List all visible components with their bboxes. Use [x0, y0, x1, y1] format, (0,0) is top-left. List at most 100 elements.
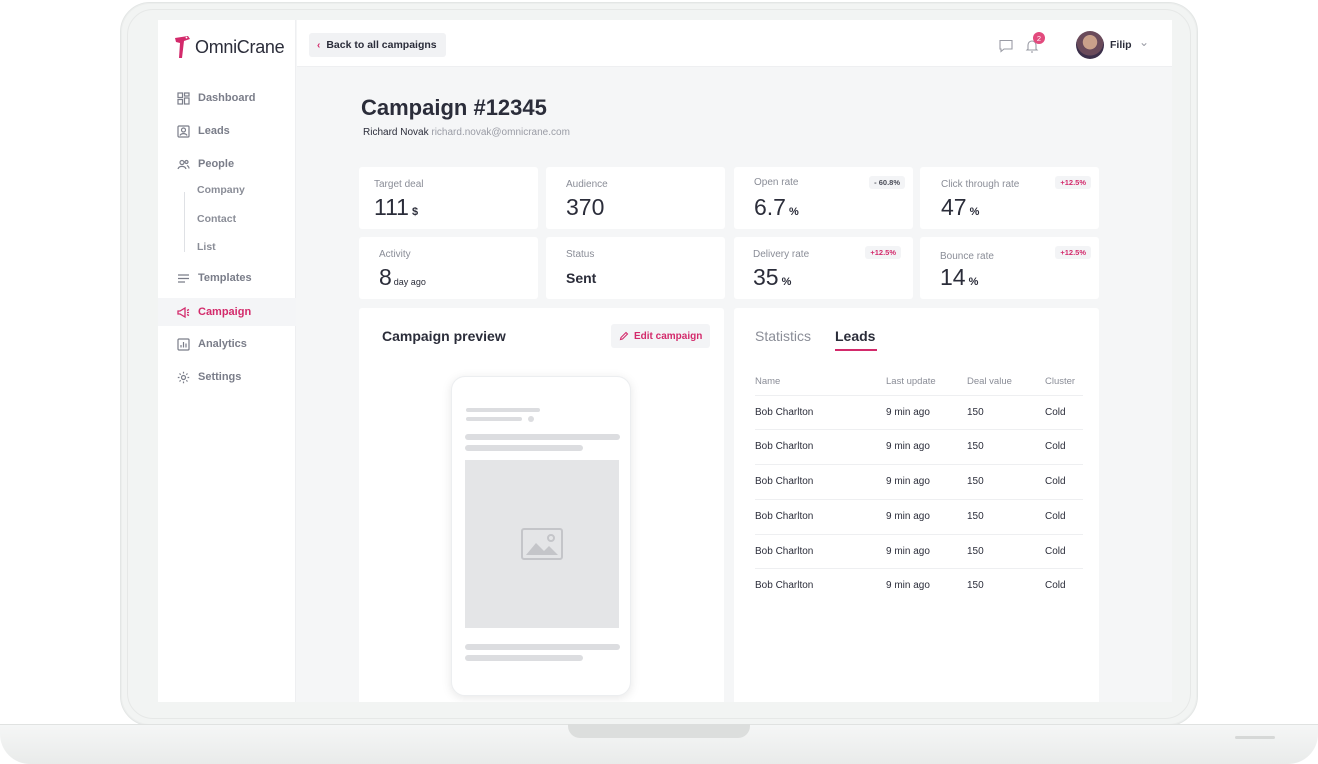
- crane-logo-icon: [175, 36, 190, 58]
- laptop-indicator: [1235, 736, 1275, 739]
- stat-value: 6.7%: [754, 194, 799, 220]
- table-row[interactable]: Bob Charlton 9 min ago 150 Cold: [755, 499, 1083, 533]
- table-row[interactable]: Bob Charlton 9 min ago 150 Cold: [755, 464, 1083, 498]
- page-title: Campaign #12345: [361, 95, 547, 120]
- cell-deal-value: 150: [967, 546, 984, 557]
- sidebar-item-templates[interactable]: Templates: [158, 264, 296, 292]
- phone-mockup: [451, 376, 631, 696]
- tab-statistics[interactable]: Statistics: [755, 328, 812, 344]
- cell-name: Bob Charlton: [755, 511, 814, 522]
- sidebar-subitem-list[interactable]: List: [197, 241, 216, 253]
- cell-name: Bob Charlton: [755, 580, 814, 591]
- table-row[interactable]: Bob Charlton 9 min ago 150 Cold: [755, 429, 1083, 463]
- image-placeholder: [465, 460, 619, 628]
- table-row[interactable]: Bob Charlton 9 min ago 150 Cold: [755, 534, 1083, 568]
- app-screen: OmniCrane Dashboard Leads People Company…: [158, 20, 1172, 702]
- cell-last-update: 9 min ago: [886, 511, 930, 522]
- cell-cluster: Cold: [1045, 441, 1066, 452]
- table-row[interactable]: Bob Charlton 9 min ago 150 Cold: [755, 395, 1083, 429]
- stat-card-target-deal: Target deal 111 $: [359, 167, 538, 229]
- stat-card-activity: Activity 8 day ago: [359, 237, 538, 299]
- stat-card-bounce-rate: Bounce rate +12.5% 14%: [920, 237, 1099, 299]
- stat-label: Activity: [379, 249, 411, 260]
- stat-card-audience: Audience 370: [546, 167, 725, 229]
- sidebar-subitem-company[interactable]: Company: [197, 184, 245, 196]
- stat-value: 8 day ago: [379, 264, 426, 290]
- stat-value: 35%: [753, 264, 792, 290]
- sidebar-item-label: Settings: [198, 371, 242, 383]
- stat-card-open-rate: Open rate - 60.8% 6.7%: [734, 167, 913, 229]
- cell-name: Bob Charlton: [755, 476, 814, 487]
- sidebar-item-analytics[interactable]: Analytics: [158, 330, 296, 358]
- stat-label: Click through rate: [941, 179, 1020, 190]
- sidebar-item-campaign[interactable]: Campaign: [158, 298, 296, 326]
- sidebar-item-label: Templates: [198, 272, 252, 284]
- sidebar-subitem-contact[interactable]: Contact: [197, 213, 237, 225]
- placeholder-line: [466, 408, 540, 412]
- analytics-icon: [177, 337, 190, 351]
- stat-unit: %: [788, 206, 799, 218]
- avatar[interactable]: [1076, 31, 1104, 59]
- chevron-down-icon[interactable]: ⌄: [1139, 35, 1150, 49]
- tab-leads[interactable]: Leads: [835, 328, 876, 344]
- stat-unit: day ago: [393, 277, 426, 287]
- cell-cluster: Cold: [1045, 511, 1066, 522]
- cell-deal-value: 150: [967, 441, 984, 452]
- chat-icon[interactable]: [998, 38, 1014, 54]
- sidebar-item-settings[interactable]: Settings: [158, 363, 296, 391]
- sidebar-item-people[interactable]: People: [158, 150, 296, 178]
- topbar: ‹ Back to all campaigns 2 Filip ⌄: [297, 20, 1172, 67]
- stat-value: 14%: [940, 264, 979, 290]
- user-name[interactable]: Filip: [1110, 39, 1132, 51]
- placeholder-line: [465, 445, 583, 451]
- sidebar-item-label: Campaign: [198, 306, 252, 318]
- placeholder-line: [466, 417, 522, 421]
- sidebar-item-leads[interactable]: Leads: [158, 117, 296, 145]
- stat-label: Open rate: [754, 177, 799, 188]
- stat-card-delivery-rate: Delivery rate +12.5% 35%: [734, 237, 913, 299]
- leads-panel: Statistics Leads Name Last update Deal v…: [734, 308, 1099, 702]
- edit-campaign-label: Edit campaign: [634, 330, 703, 342]
- cell-cluster: Cold: [1045, 407, 1066, 418]
- column-header-cluster: Cluster: [1045, 376, 1076, 387]
- campaign-preview-panel: Campaign preview Edit campaign: [359, 308, 724, 702]
- cell-deal-value: 150: [967, 511, 984, 522]
- edit-campaign-button[interactable]: Edit campaign: [611, 324, 711, 348]
- cell-name: Bob Charlton: [755, 441, 814, 452]
- stat-unit: %: [969, 206, 980, 218]
- sidebar-item-label: Leads: [198, 125, 230, 137]
- stat-label: Target deal: [374, 179, 424, 190]
- placeholder-line: [465, 434, 620, 440]
- stat-card-click-through-rate: Click through rate +12.5% 47%: [920, 167, 1099, 229]
- table-row[interactable]: Bob Charlton 9 min ago 150 Cold: [755, 568, 1083, 602]
- placeholder-line: [465, 655, 583, 661]
- cell-deal-value: 150: [967, 476, 984, 487]
- stat-value: 111 $: [374, 194, 419, 220]
- pencil-icon: [619, 331, 629, 341]
- cell-cluster: Cold: [1045, 580, 1066, 591]
- people-icon: [177, 158, 190, 171]
- owner-name: Richard Novak: [363, 127, 429, 138]
- cell-last-update: 9 min ago: [886, 546, 930, 557]
- sidebar-item-dashboard[interactable]: Dashboard: [158, 84, 296, 112]
- owner-email[interactable]: richard.novak@omnicrane.com: [431, 127, 570, 138]
- column-header-deal-value: Deal value: [967, 376, 1012, 387]
- cell-deal-value: 150: [967, 407, 984, 418]
- sidebar: OmniCrane Dashboard Leads People Company…: [158, 20, 296, 702]
- stat-value: 370: [566, 194, 605, 220]
- cell-last-update: 9 min ago: [886, 580, 930, 591]
- column-header-name: Name: [755, 376, 781, 387]
- image-icon: [521, 528, 563, 560]
- placeholder-dot: [528, 416, 534, 422]
- dashboard-icon: [177, 91, 190, 105]
- subnav-divider: [184, 192, 185, 252]
- back-to-campaigns-button[interactable]: ‹ Back to all campaigns: [309, 33, 446, 57]
- stat-unit: %: [781, 276, 792, 288]
- laptop-notch: [568, 724, 750, 738]
- logo[interactable]: OmniCrane: [174, 34, 285, 60]
- campaign-owner: Richard Novak richard.novak@omnicrane.co…: [363, 127, 570, 138]
- gear-icon: [177, 371, 190, 384]
- stat-label: Audience: [566, 179, 608, 190]
- stat-value: Sent: [566, 270, 597, 286]
- stat-unit: %: [968, 276, 979, 288]
